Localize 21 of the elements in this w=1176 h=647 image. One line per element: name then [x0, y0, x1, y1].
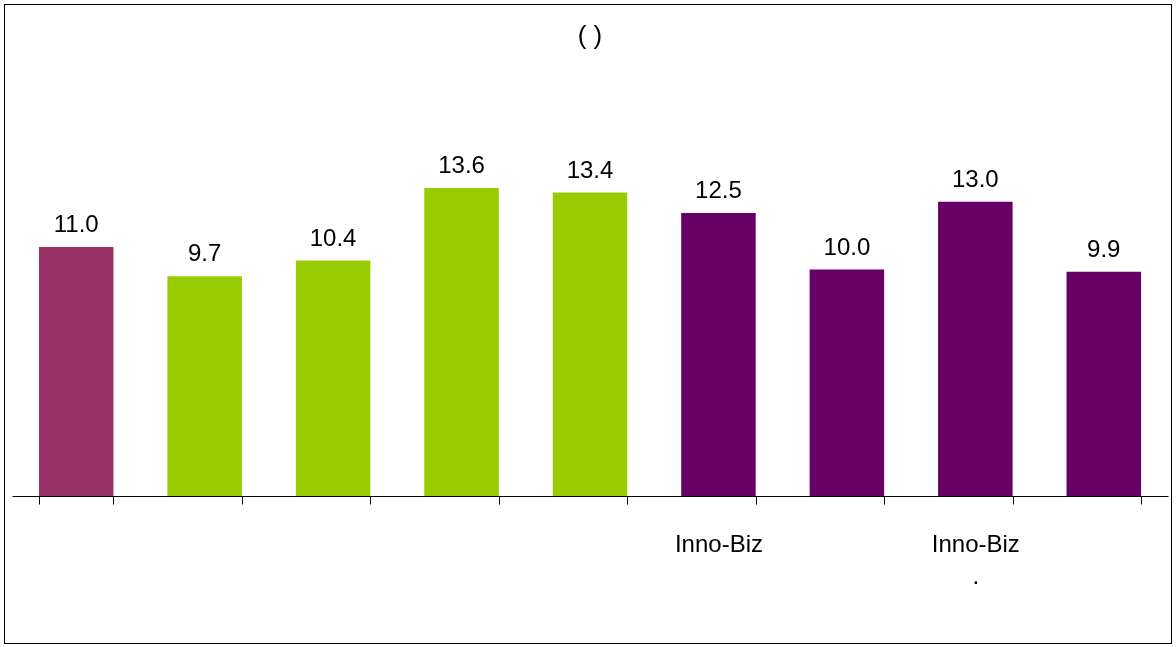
- data-label: 9.9: [1087, 234, 1121, 262]
- data-label: 10.0: [823, 232, 871, 260]
- data-label: 10.4: [309, 223, 357, 251]
- bar: [424, 188, 499, 496]
- bar: [167, 276, 242, 496]
- chart-title: ( ): [577, 20, 603, 51]
- data-label: 12.5: [695, 175, 742, 203]
- bar: [938, 201, 1013, 496]
- data-label: 13.0: [951, 164, 999, 192]
- bar: [295, 260, 371, 496]
- bar: [1066, 271, 1142, 496]
- x-tick-label: Inno-Biz: [674, 529, 763, 557]
- bar: [681, 212, 756, 496]
- bar: [552, 192, 628, 496]
- x-tick-label: Inno-Biz .: [931, 529, 1020, 589]
- data-label: 9.7: [187, 239, 222, 267]
- data-label: 11.0: [53, 209, 99, 237]
- bar: [809, 269, 885, 496]
- bar: [38, 246, 114, 496]
- data-label: 13.4: [566, 155, 614, 183]
- data-label: 13.6: [438, 151, 485, 179]
